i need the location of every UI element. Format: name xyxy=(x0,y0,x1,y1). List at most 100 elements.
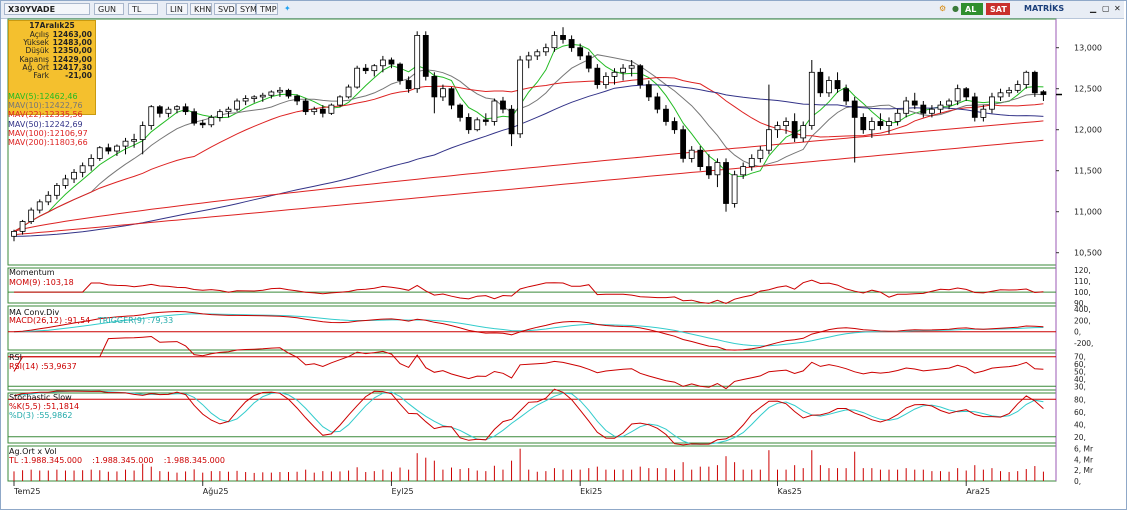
candle-body xyxy=(937,104,944,110)
currency-button[interactable]: TL xyxy=(128,3,158,15)
panel-frame xyxy=(7,352,1057,391)
candle-body xyxy=(954,88,961,102)
y-tick-label: 13,000 xyxy=(1074,44,1102,53)
tmp-button[interactable]: TMP xyxy=(256,3,278,15)
momentum-axis-label: 100, xyxy=(1074,288,1091,297)
symbol-selector[interactable]: X30YVADE xyxy=(4,3,90,15)
candle-body xyxy=(628,65,635,69)
sell-button[interactable]: SAT xyxy=(986,3,1010,15)
candle-body xyxy=(294,95,300,102)
candle-body xyxy=(474,119,481,131)
candle-body xyxy=(491,100,498,122)
candle-body xyxy=(834,80,841,90)
candle-body xyxy=(920,104,927,114)
scale-lin-button[interactable]: LIN xyxy=(166,3,188,15)
macd-axis-label: 400, xyxy=(1074,305,1091,314)
candle-body xyxy=(903,100,910,114)
candle-body xyxy=(1006,89,1013,94)
candle-body xyxy=(534,51,541,57)
buy-button[interactable]: AL xyxy=(961,3,983,15)
candle-body xyxy=(131,139,137,142)
candle-body xyxy=(757,149,764,159)
candle-body xyxy=(620,67,626,73)
ohlc-info-box: 17Aralık25 Açılış 12463,00 Yüksek 12483,00 D… xyxy=(8,20,96,115)
info-row: Ağ. Ort 12417,30 xyxy=(22,62,92,72)
rsi-axis-label: 70, xyxy=(1074,353,1086,362)
candle-body xyxy=(71,171,77,180)
candle-body xyxy=(774,125,781,131)
candle-body xyxy=(11,230,17,237)
candle-body xyxy=(740,166,747,176)
candle-body xyxy=(637,65,644,85)
candle-body xyxy=(911,100,918,106)
maximize-icon[interactable]: ▢ xyxy=(1102,4,1110,13)
candle-body xyxy=(362,67,369,72)
macd-title: MA Conv.Div xyxy=(9,308,60,317)
candle-body xyxy=(705,166,712,176)
candle-body xyxy=(603,76,609,86)
ma-200-line xyxy=(13,139,1044,236)
macd-axis-label: 0, xyxy=(1074,328,1081,337)
ma-legend-item: MAV(22):12335,56 xyxy=(8,110,83,120)
candle-body xyxy=(551,35,558,49)
vol-values: TL :1.988.345.000 :1.988.345.000 :1.988.… xyxy=(9,456,225,465)
candle-body xyxy=(431,76,438,98)
candle-body xyxy=(148,106,155,126)
rsi-line xyxy=(13,335,1044,390)
y-tick-label: 10,500 xyxy=(1074,249,1102,258)
candle-body xyxy=(285,89,292,97)
close-icon[interactable]: ✕ xyxy=(1114,4,1121,13)
candle-body xyxy=(448,88,455,106)
info-row: Yüksek 12483,00 xyxy=(23,38,92,48)
candle-body xyxy=(826,80,832,94)
candle-body xyxy=(199,122,206,126)
candle-body xyxy=(251,96,258,99)
candle-body xyxy=(234,100,240,110)
candle-body xyxy=(88,157,95,167)
candle-body xyxy=(517,59,524,135)
candle-body xyxy=(62,178,69,186)
stoch-axis-label: 60, xyxy=(1074,408,1086,417)
macd-values: MACD(26,12) :91,54 TRIGGER(9) :79,33 xyxy=(9,316,174,325)
stoch-title: Stochastic Slow xyxy=(9,393,72,402)
stoch-axis-label: 20, xyxy=(1074,433,1086,442)
candle-body xyxy=(946,100,952,106)
candle-body xyxy=(568,39,575,49)
candle-body xyxy=(371,65,378,72)
ma-legend: MAV(5):12462,46 MAV(10):12422,76 MAV(22):1… xyxy=(8,92,88,147)
x-axis-label: Ara25 xyxy=(966,487,990,496)
sym-button[interactable]: SYM xyxy=(236,3,257,15)
chart-toolbar: X30YVADE GUN TL LIN KHN SVD SYM TMP ✦ ⚙ … xyxy=(1,1,1124,19)
minimize-icon[interactable]: ▁ xyxy=(1090,4,1097,13)
panel-frame xyxy=(7,18,1057,266)
candle-body xyxy=(860,117,867,131)
info-icon[interactable]: ● xyxy=(952,4,959,13)
candle-body xyxy=(731,174,738,204)
candle-body xyxy=(156,106,163,114)
candle-body xyxy=(723,162,729,204)
volume-axis-label: 0, xyxy=(1074,477,1081,486)
candle-body xyxy=(611,71,618,77)
candle-body xyxy=(28,209,35,222)
candle-body xyxy=(311,108,318,113)
candle-body xyxy=(114,145,120,152)
stoch-axis-label: 80, xyxy=(1074,395,1086,404)
period-button[interactable]: GUN xyxy=(94,3,124,15)
candle-body xyxy=(414,35,421,90)
khn-button[interactable]: KHN xyxy=(190,3,212,15)
candle-body xyxy=(337,96,343,106)
svd-button[interactable]: SVD xyxy=(214,3,236,15)
candle-body xyxy=(980,108,987,118)
candle-body xyxy=(422,35,429,77)
candle-body xyxy=(1014,84,1021,91)
macd-trigger-line xyxy=(13,313,1044,347)
candle-body xyxy=(36,201,43,211)
candle-body xyxy=(868,121,875,131)
candle-body xyxy=(388,59,395,65)
candle-body xyxy=(671,121,678,131)
settings-icon[interactable]: ⚙ xyxy=(939,4,947,13)
y-tick-label: 11,500 xyxy=(1074,167,1102,176)
y-tick-label: 12,000 xyxy=(1074,126,1102,135)
twitter-icon[interactable]: ✦ xyxy=(284,4,291,13)
